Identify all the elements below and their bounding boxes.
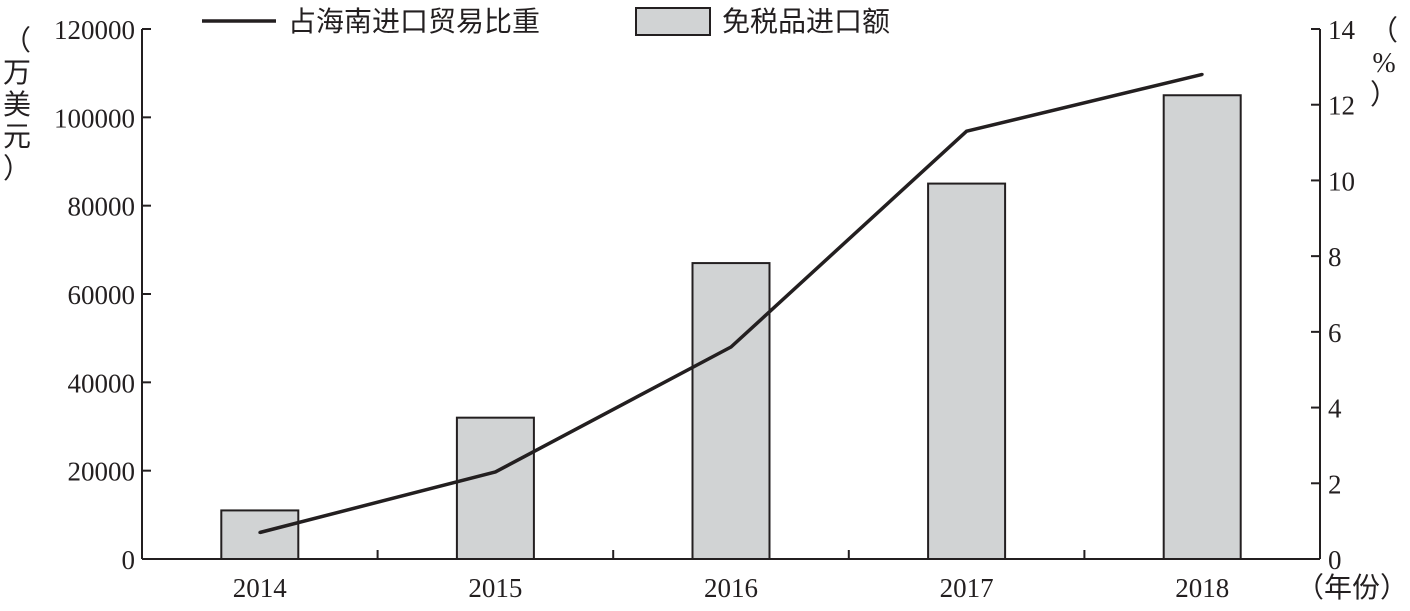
x-tick-label-2018: 2018 [1175,573,1229,603]
right-tick-label-8: 8 [1328,242,1342,272]
bar-2015 [455,416,535,560]
y-axis-title-left-text: （万美元） [3,25,31,185]
left-tick-label-20000: 20000 [68,457,136,487]
legend-bar-swatch [635,7,711,36]
right-tick-label-10: 10 [1328,166,1355,196]
legend: 占海南进口贸易比重 免税品进口额 [202,6,890,38]
right-tick-label-14: 14 [1328,15,1356,45]
x-tick-label-2014: 2014 [233,573,288,603]
legend-label-line: 占海南进口贸易比重 [288,6,540,38]
bars-layer [220,94,1242,560]
right-tick-label-6: 6 [1328,318,1342,348]
line-layer [258,72,1204,535]
left-tick-label-40000: 40000 [68,368,136,398]
bar-2016 [691,262,771,560]
left-tick-label-80000: 80000 [68,192,136,222]
bar-2017 [927,182,1007,560]
y-axis-title-right-text: （%） [1370,15,1398,111]
y-axis-title-left: （万美元） [3,25,31,185]
left-tick-label-60000: 60000 [68,280,136,310]
bar-2018 [1162,94,1242,560]
left-tick-label-0: 0 [122,545,136,575]
right-tick-label-12: 12 [1328,91,1355,121]
left-tick-label-120000: 120000 [54,15,135,45]
line-point-2015 [493,470,497,474]
x-tick-label-2016: 2016 [704,573,758,603]
right-tick-label-0: 0 [1328,545,1342,575]
line-point-2014 [258,531,262,534]
right-tick-label-4: 4 [1328,394,1342,424]
x-tick-label-2017: 2017 [940,573,994,603]
line-point-2016 [729,345,733,349]
legend-label-bar: 免税品进口额 [722,6,890,38]
y-axis-title-right: （%） [1370,15,1398,111]
axes-layer: 0 20000 40000 60000 80000 100000 120000 0 2 4 6 8 10… [3,15,1408,604]
right-tick-label-2: 2 [1328,469,1342,499]
x-tick-label-2015: 2015 [468,573,522,603]
bar-2014 [220,509,300,560]
x-axis-title: （年份） [1296,572,1408,604]
line-point-2017 [965,129,969,133]
line-point-2018 [1200,72,1204,76]
left-tick-label-100000: 100000 [54,103,135,133]
